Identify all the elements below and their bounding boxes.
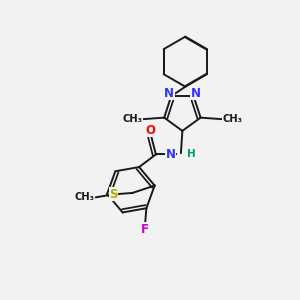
Text: N: N <box>164 87 174 100</box>
Text: N: N <box>190 87 200 100</box>
Text: N: N <box>166 148 176 161</box>
Text: H: H <box>188 149 196 159</box>
Text: O: O <box>146 124 156 137</box>
Text: F: F <box>141 223 149 236</box>
Text: S: S <box>109 188 118 201</box>
Text: CH₃: CH₃ <box>223 114 243 124</box>
Text: CH₃: CH₃ <box>122 114 142 124</box>
Text: CH₃: CH₃ <box>74 192 94 202</box>
